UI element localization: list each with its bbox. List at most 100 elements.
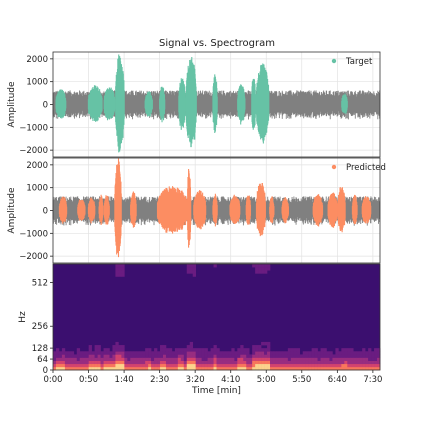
spectrogram-cell — [252, 360, 256, 365]
spectrogram-cell — [213, 345, 217, 349]
spectrogram-cell — [216, 366, 220, 371]
spectrogram-cell — [275, 366, 280, 371]
spectrogram-cell — [255, 345, 259, 349]
spectrogram-cell — [55, 351, 60, 355]
spectrogram-cell — [329, 351, 333, 355]
spectrogram-cell — [350, 357, 354, 361]
spectrogram-cell — [67, 351, 72, 355]
spectrogram-cell — [136, 366, 140, 371]
spectrogram-cell — [317, 357, 321, 361]
predicted-highlight-segment — [327, 192, 339, 228]
spectrogram-cell — [207, 351, 211, 355]
spectrogram-cell — [142, 357, 146, 361]
spectrogram-cell — [267, 360, 271, 365]
spectrogram-cell — [70, 351, 75, 355]
spectrogram-cell — [154, 348, 158, 352]
spectrogram-cell — [210, 354, 214, 358]
x-tick-label: 6:40 — [328, 375, 347, 385]
spectrogram-cell — [299, 363, 304, 368]
spectrogram-cell — [252, 357, 256, 361]
x-tick-label: 0:50 — [79, 375, 98, 385]
spectrogram-cell — [118, 273, 122, 277]
spectrogram-cell — [67, 366, 72, 371]
spectrogram-cell — [183, 366, 188, 371]
spectrogram-cell — [326, 357, 330, 361]
spectrogram-cell — [219, 366, 223, 371]
spectrogram-cell — [61, 363, 66, 368]
predicted-highlight-segment — [103, 195, 110, 225]
spectrogram-cell — [145, 351, 149, 355]
spectrogram-cell — [82, 366, 86, 371]
spectrogram-cell — [299, 354, 304, 358]
spectrogram-cell — [97, 348, 101, 352]
spectrogram-cell — [228, 351, 232, 355]
spectrogram-cell — [264, 363, 268, 368]
spectrogram-cell — [186, 267, 191, 271]
spectrogram-cell — [281, 354, 286, 358]
spectrogram-cell — [186, 264, 191, 268]
spectrogram-cell — [311, 348, 315, 352]
spectrogram-cell — [148, 348, 152, 352]
spectrogram-cell — [243, 360, 247, 365]
spectrogram-cell — [249, 357, 253, 361]
spectrogram-cell — [76, 366, 81, 371]
spectrogram-cell — [296, 354, 301, 358]
spectrogram-cell — [261, 363, 265, 368]
spectrogram-cell — [195, 351, 199, 355]
spectrogram-cell — [296, 357, 301, 361]
spectrogram-cell — [362, 348, 366, 352]
spectrogram-cell — [275, 363, 280, 368]
spectrogram-cell — [317, 360, 321, 365]
spectrogram-cell — [350, 360, 354, 365]
spectrogram-cell — [198, 348, 202, 352]
spectrogram-cell — [115, 354, 119, 358]
spectrogram-cell — [338, 351, 342, 355]
spectrogram-cell — [362, 366, 366, 371]
spectrogram-cell — [168, 360, 173, 365]
spectrogram-cell — [246, 348, 250, 352]
spectrogram-cell — [198, 357, 202, 361]
spectrogram-cell — [64, 354, 69, 358]
spectrogram-cell — [213, 357, 217, 361]
spectrogram-cell — [317, 351, 321, 355]
spectrogram-cell — [311, 360, 315, 365]
spectrogram-cell — [189, 351, 194, 355]
spectrogram-cell — [115, 366, 119, 371]
spectrogram-cell — [264, 341, 268, 346]
spectrogram-cell — [278, 360, 283, 365]
spectrogram-cell — [157, 354, 161, 358]
spectrogram-cell — [100, 366, 104, 371]
predicted-highlight-segment — [193, 190, 207, 230]
spectrogram-cell — [374, 357, 378, 361]
spectrogram-cell — [85, 351, 89, 355]
spectrogram-cell — [344, 351, 348, 355]
spectrogram-cell — [341, 348, 345, 352]
spectrogram-cell — [356, 363, 360, 368]
spectrogram-cell — [252, 354, 256, 358]
spectrogram-cell — [308, 363, 312, 368]
spectrogram-cell — [97, 354, 101, 358]
spectrogram-cell — [198, 354, 202, 358]
spectrogram-cell — [177, 363, 182, 368]
spectrogram-cell — [267, 354, 271, 358]
spectrogram-cell — [180, 363, 185, 368]
spectrogram-cell — [61, 351, 66, 355]
spectrogram-cell — [365, 363, 369, 368]
spectrogram-cell — [73, 366, 78, 371]
spectrogram-cell — [151, 351, 155, 355]
spectrogram-cell — [106, 351, 110, 355]
spectrogram-cell — [79, 354, 84, 358]
spectrogram-cell — [258, 351, 262, 355]
spectrogram-cell — [73, 360, 78, 365]
spectrogram-cell — [204, 366, 208, 371]
spectrogram-cell — [136, 360, 140, 365]
spectrogram-cell — [177, 354, 182, 358]
spectrogram-cell — [341, 354, 345, 358]
spectrogram-cell — [53, 351, 57, 355]
spectrogram-cell — [53, 363, 57, 368]
spectrogram-cell — [258, 360, 262, 365]
spectrogram-cell — [186, 354, 191, 358]
spectrogram-cell — [213, 348, 217, 352]
spectrogram-cell — [278, 366, 283, 371]
spectrogram-cell — [258, 363, 262, 368]
